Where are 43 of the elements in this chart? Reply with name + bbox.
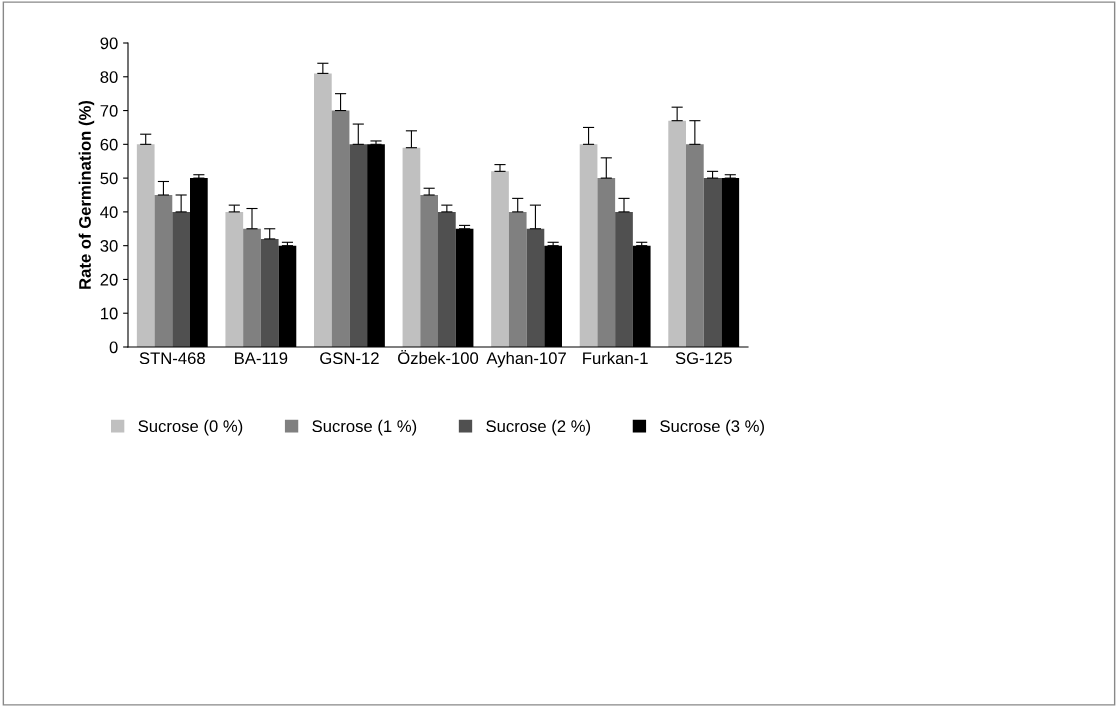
y-tick-label: 80 xyxy=(100,71,118,83)
legend-label: Sucrose (3 %) xyxy=(660,419,764,436)
y-tick-label: 0 xyxy=(109,341,118,354)
bar xyxy=(615,211,633,347)
bar xyxy=(491,171,509,347)
bar xyxy=(243,228,261,347)
y-tick-label: 70 xyxy=(100,104,118,117)
y-axis-title: Rate of Germination (%) xyxy=(78,100,95,289)
x-tick-label: GSN-12 xyxy=(320,352,379,365)
y-tick-label: 90 xyxy=(100,37,118,50)
y-tick-label: 30 xyxy=(100,240,118,252)
bar xyxy=(314,73,332,347)
bar xyxy=(668,120,686,347)
bar xyxy=(438,211,456,347)
bar xyxy=(154,195,173,347)
x-tick-label: Furkan-1 xyxy=(583,351,648,365)
bar xyxy=(526,228,545,347)
bar xyxy=(136,144,155,347)
legend-label: Sucrose (0 %) xyxy=(138,419,243,436)
legend-label: Sucrose (2 %) xyxy=(486,419,591,436)
x-tick-label: SG-125 xyxy=(675,352,732,365)
x-tick-label: BA-119 xyxy=(235,352,288,365)
bar xyxy=(597,178,616,347)
x-tick-label: Özbek-100 xyxy=(398,349,479,365)
x-tick-label: Ayhan-107 xyxy=(486,351,566,368)
y-tick-label: 60 xyxy=(100,138,118,151)
bar xyxy=(703,178,722,347)
bar xyxy=(579,144,598,347)
y-tick-label: 50 xyxy=(100,172,118,185)
bar xyxy=(508,211,527,347)
bar xyxy=(402,147,421,347)
bar xyxy=(172,211,190,347)
bar xyxy=(225,211,244,347)
y-tick-label: 20 xyxy=(100,273,118,286)
bar xyxy=(260,238,279,347)
y-tick-label: 10 xyxy=(101,307,118,320)
x-tick-label: STN-468 xyxy=(139,352,205,365)
bar xyxy=(686,144,704,347)
bar xyxy=(420,195,438,347)
legend-label: Sucrose (1 %) xyxy=(312,419,417,436)
bar xyxy=(331,110,350,347)
y-tick-label: 40 xyxy=(100,206,118,219)
bar xyxy=(349,144,368,347)
